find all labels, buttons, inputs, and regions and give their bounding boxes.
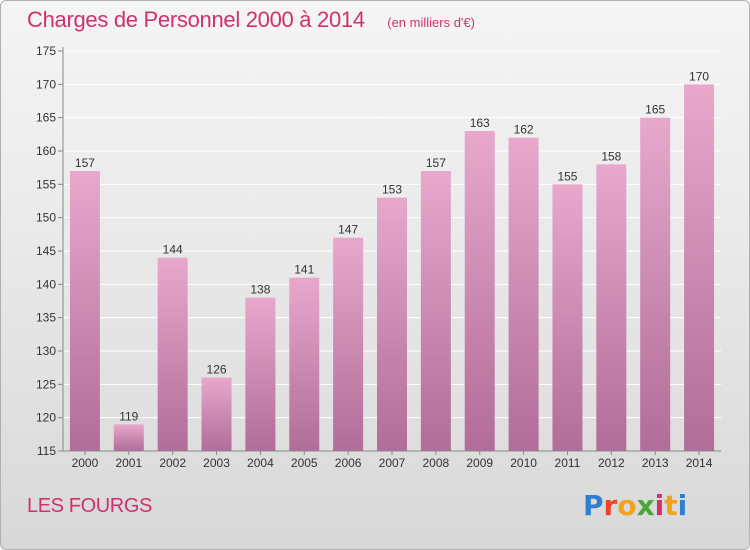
data-label: 162 bbox=[514, 123, 534, 137]
y-tick-label: 175 bbox=[36, 44, 56, 58]
data-label: 144 bbox=[163, 243, 183, 257]
bar bbox=[684, 84, 715, 451]
y-tick-label: 130 bbox=[36, 344, 56, 358]
x-tick-label: 2012 bbox=[598, 456, 625, 470]
x-tick-label: 2005 bbox=[291, 456, 318, 470]
bar bbox=[69, 171, 100, 451]
y-tick-label: 160 bbox=[36, 144, 56, 158]
bar bbox=[640, 117, 671, 452]
y-tick-label: 115 bbox=[37, 444, 56, 458]
bar bbox=[508, 137, 539, 451]
data-label: 126 bbox=[207, 363, 227, 377]
chart-subtitle: (en milliers d'€) bbox=[387, 15, 475, 30]
brand-logo: Proxiti bbox=[583, 489, 688, 522]
bar bbox=[333, 237, 364, 451]
x-tick-label: 2007 bbox=[379, 456, 406, 470]
data-label: 138 bbox=[250, 283, 270, 297]
data-label: 163 bbox=[470, 116, 490, 130]
bar bbox=[596, 164, 627, 452]
location-name: LES FOURGS bbox=[27, 495, 152, 517]
data-label: 153 bbox=[382, 183, 402, 197]
data-label: 147 bbox=[338, 223, 358, 237]
bar bbox=[552, 184, 583, 452]
y-tick-label: 135 bbox=[36, 311, 56, 325]
bar bbox=[464, 131, 495, 451]
data-label: 165 bbox=[645, 103, 665, 117]
y-tick-label: 155 bbox=[36, 177, 56, 191]
y-tick-label: 120 bbox=[36, 411, 56, 425]
x-tick-label: 2002 bbox=[159, 456, 186, 470]
chart-title: Charges de Personnel 2000 à 2014 bbox=[27, 7, 365, 32]
bar bbox=[201, 377, 232, 451]
y-tick-label: 150 bbox=[36, 211, 56, 225]
label-layer: 157 119 144 126 138 141 147 153 157 163 162 155 158 1… bbox=[75, 69, 709, 423]
y-tick-label: 145 bbox=[36, 244, 56, 258]
x-tick-label: 2011 bbox=[555, 456, 581, 470]
x-tick-label: 2004 bbox=[247, 456, 274, 470]
bar bbox=[420, 171, 451, 451]
data-label: 157 bbox=[75, 156, 95, 170]
y-tick-label: 125 bbox=[36, 377, 56, 391]
data-label: 170 bbox=[689, 69, 709, 83]
bar bbox=[289, 277, 320, 451]
x-tick-label: 2001 bbox=[115, 456, 142, 470]
data-label: 157 bbox=[426, 156, 446, 170]
x-tick-label: 2008 bbox=[423, 456, 450, 470]
bar bbox=[245, 297, 276, 451]
x-tick-label: 2014 bbox=[686, 456, 713, 470]
y-tick-label: 140 bbox=[36, 277, 56, 291]
data-label: 141 bbox=[294, 263, 314, 277]
axis-layer: 115 120 125 130 135 140 145 150 155 160 165 170 175 2… bbox=[36, 44, 721, 470]
x-tick-label: 2013 bbox=[642, 456, 669, 470]
x-tick-label: 2006 bbox=[335, 456, 362, 470]
bar-layer bbox=[69, 84, 715, 452]
y-tick-label: 170 bbox=[36, 77, 56, 91]
x-tick-label: 2000 bbox=[72, 456, 99, 470]
x-tick-label: 2010 bbox=[510, 456, 537, 470]
bar bbox=[157, 257, 188, 451]
bar bbox=[377, 197, 407, 451]
data-label: 155 bbox=[557, 169, 577, 183]
x-tick-label: 2009 bbox=[466, 456, 493, 470]
bar bbox=[113, 424, 144, 451]
title-row: Charges de Personnel 2000 à 2014 (en mil… bbox=[27, 7, 475, 33]
x-tick-label: 2003 bbox=[203, 456, 230, 470]
data-label: 119 bbox=[119, 409, 138, 423]
y-tick-label: 165 bbox=[36, 111, 56, 125]
data-label: 158 bbox=[601, 149, 621, 163]
